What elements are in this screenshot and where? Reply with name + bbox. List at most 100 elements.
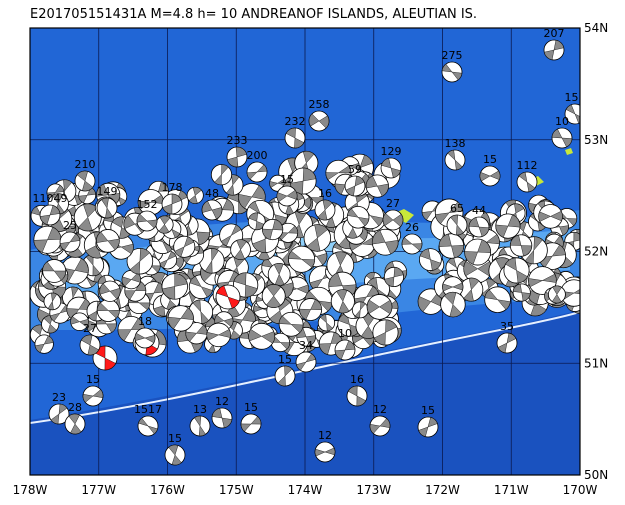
beachball — [59, 231, 81, 253]
beachball-compression — [367, 277, 379, 290]
event-depth-label: 138 — [445, 137, 466, 150]
event-depth-label: 149 — [97, 185, 118, 198]
event-depth-label: 35 — [500, 320, 514, 333]
beachball-compression — [194, 415, 202, 427]
beachball-compression — [39, 214, 51, 225]
event-depth-label: 129 — [381, 145, 402, 158]
beachball-compression — [33, 239, 48, 253]
beachball-compression — [337, 165, 352, 174]
beachball-compression — [273, 263, 284, 275]
beachball-compression — [382, 213, 394, 226]
beachball-compression — [360, 301, 366, 311]
beachball-compression — [438, 233, 452, 247]
lon-label: 174W — [288, 483, 323, 497]
beachball-compression — [419, 248, 431, 260]
beachball-compression — [454, 159, 463, 171]
beachball — [446, 214, 468, 236]
beachball — [43, 292, 62, 311]
beachball-compression — [196, 231, 211, 245]
beachball-compression — [236, 239, 247, 251]
beachball — [164, 444, 186, 466]
beachball-compression — [526, 181, 536, 193]
beachball-compression — [430, 259, 442, 271]
beachball-compression — [198, 425, 206, 437]
beachball-compression — [316, 253, 328, 266]
lat-label: 51N — [584, 356, 608, 370]
beachball-compression — [138, 417, 149, 427]
lat-label: 52N — [584, 245, 608, 259]
beachball-compression — [381, 158, 392, 169]
beachball-compression — [70, 423, 82, 435]
beachball-compression — [96, 302, 109, 312]
beachball-compression — [252, 238, 267, 253]
beachball-compression — [347, 208, 359, 218]
beachball-compression — [204, 260, 213, 274]
beachball-compression — [235, 146, 247, 158]
beachball-compression — [506, 332, 517, 344]
beachball — [74, 170, 96, 192]
event-depth-label: 65 — [450, 202, 464, 215]
beachball-compression — [285, 203, 294, 215]
beachball-compression — [533, 236, 543, 251]
beachball-compression — [227, 156, 239, 168]
event-depth-label: 12 — [373, 403, 387, 416]
beachball-compression — [137, 200, 152, 210]
beachball — [495, 213, 521, 239]
beachball-compression — [266, 284, 282, 297]
beachball-compression — [310, 299, 322, 311]
beachball-compression — [63, 179, 73, 192]
beachball — [215, 284, 241, 310]
event-depth-label: 18 — [138, 315, 152, 328]
beachball — [267, 262, 291, 286]
beachball-compression — [349, 163, 360, 171]
beachball — [366, 294, 393, 320]
beachball-compression — [325, 172, 340, 181]
beachball — [70, 312, 89, 331]
beachball — [226, 146, 248, 168]
beachball — [33, 225, 62, 254]
beachball — [317, 314, 336, 332]
beachball — [440, 291, 466, 318]
event-depth-label: 200 — [247, 149, 268, 162]
beachball — [173, 235, 196, 258]
beachball-compression — [192, 187, 202, 196]
beachball-compression — [528, 278, 544, 288]
event-depth-label: 13 — [193, 403, 207, 416]
beachball-compression — [320, 314, 327, 324]
beachball-compression — [158, 224, 170, 234]
beachball-compression — [538, 211, 552, 222]
event-depth-label: 10 — [555, 115, 569, 128]
beachball-compression — [489, 170, 501, 180]
beachball-compression — [442, 283, 454, 292]
beachball — [464, 238, 492, 266]
beachball-compression — [101, 197, 109, 209]
beachball-compression — [123, 215, 136, 229]
beachball — [42, 259, 67, 283]
beachball-compression — [250, 416, 262, 425]
beachball — [468, 216, 490, 238]
beachball-compression — [221, 199, 235, 211]
beachball-compression — [227, 296, 240, 309]
beachball-compression — [258, 247, 270, 261]
beachball-compression — [248, 329, 263, 342]
beachball-compression — [306, 237, 321, 252]
beachball — [512, 283, 531, 302]
beachball-compression — [379, 299, 393, 315]
beachball-compression — [514, 203, 525, 214]
beachball-compression — [109, 287, 121, 300]
beachball — [334, 339, 356, 361]
beachball-compression — [497, 299, 511, 310]
beachball-compression — [233, 272, 247, 286]
beachball — [346, 205, 370, 229]
beachball-compression — [117, 196, 127, 206]
beachball-compression — [359, 154, 373, 169]
beachball-compression — [478, 226, 490, 237]
beachball — [346, 385, 368, 407]
beachball-compression — [76, 170, 88, 182]
beachball-compression — [174, 246, 185, 258]
beachball — [278, 311, 304, 337]
beachball-compression — [516, 270, 528, 284]
beachball — [246, 161, 268, 183]
beachball-compression — [543, 49, 555, 61]
